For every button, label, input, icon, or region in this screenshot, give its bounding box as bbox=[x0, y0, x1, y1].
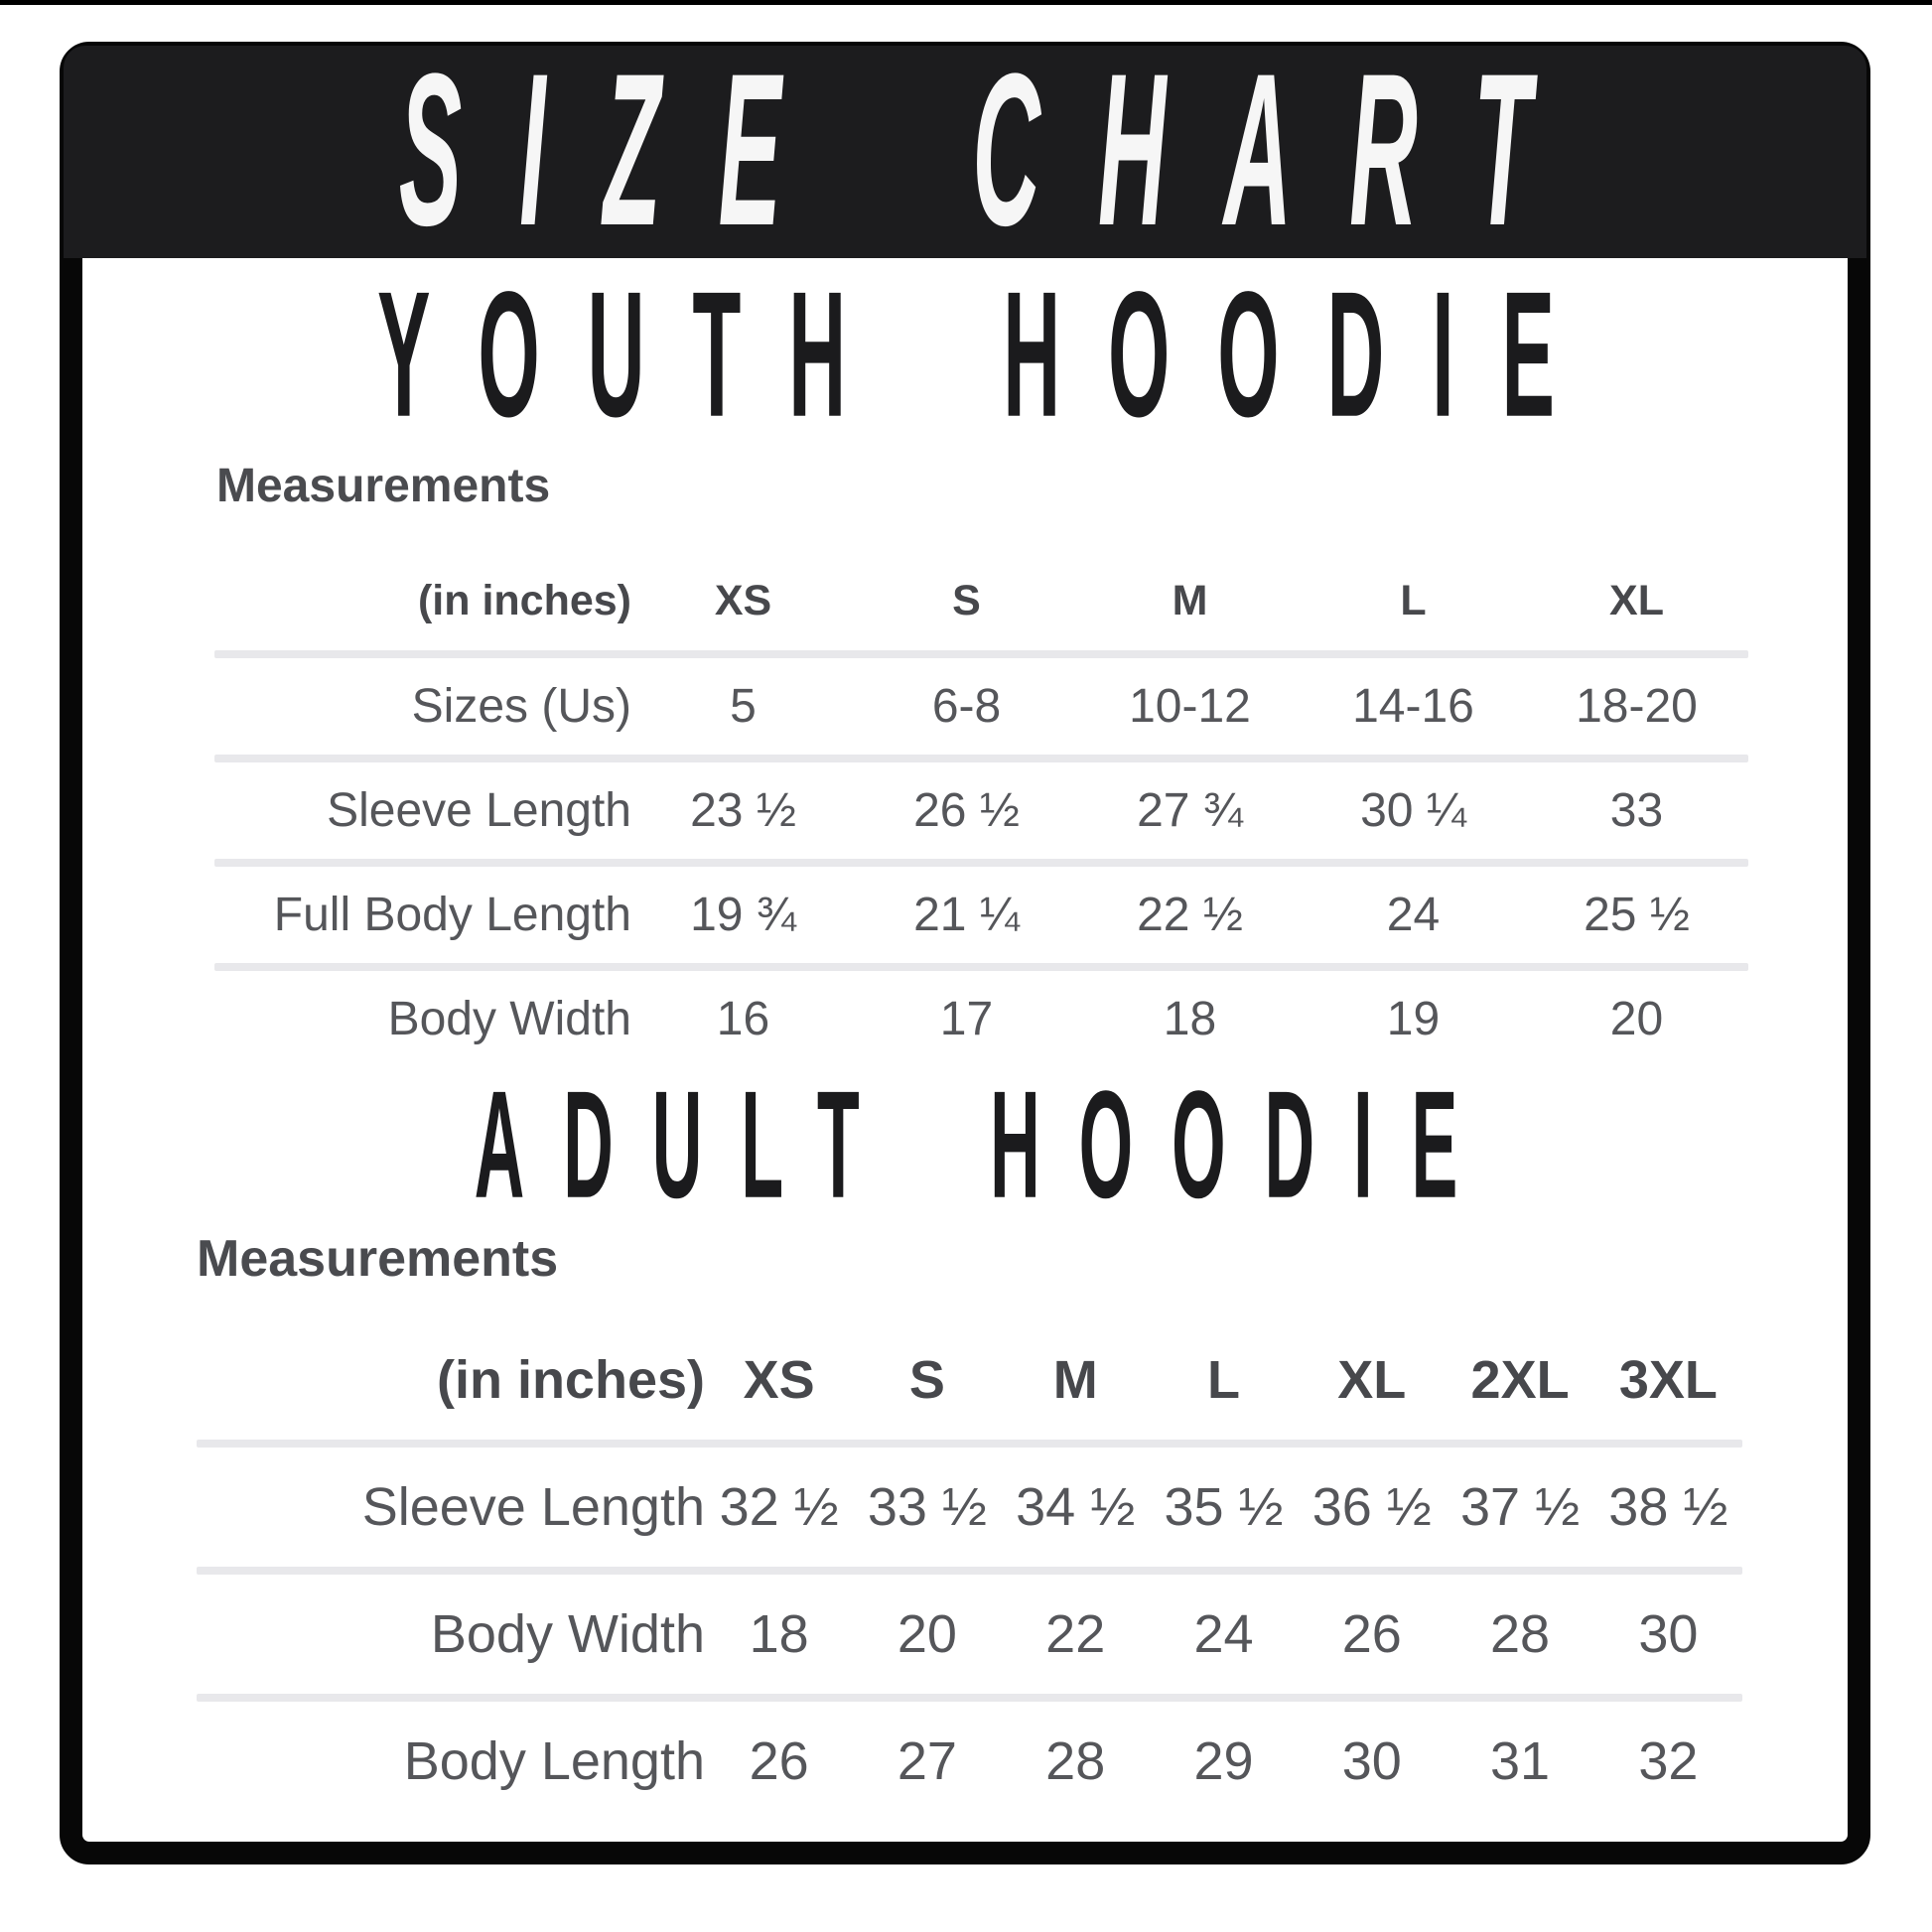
adult-measurement-value: 18 bbox=[749, 1604, 809, 1664]
youth-size-column-header: XL bbox=[1609, 576, 1664, 624]
adult-row-label: Sleeve Length bbox=[361, 1477, 705, 1537]
youth-measurement-value: 33 bbox=[1609, 784, 1664, 837]
youth-table-row: Full Body Length 19 ¾ 21 ¼ 22 ½ 24 25 ½ bbox=[214, 867, 1748, 963]
youth-section-heading: YOUTH HOODIE bbox=[0, 254, 1932, 453]
adult-measurement-value: 22 bbox=[1045, 1604, 1106, 1664]
adult-measurement-value: 26 bbox=[1341, 1604, 1402, 1664]
adult-measurement-value: 30 bbox=[1341, 1731, 1402, 1791]
youth-row-label: Body Width bbox=[387, 993, 631, 1045]
youth-measurement-value: 17 bbox=[939, 993, 994, 1045]
youth-row-label: Sizes (Us) bbox=[411, 680, 631, 733]
adult-measurement-value: 35 ½ bbox=[1164, 1477, 1284, 1537]
youth-size-column-header: M bbox=[1172, 576, 1208, 624]
youth-table-row: Body Width 16 17 18 19 20 bbox=[214, 971, 1748, 1067]
youth-row-label: Sleeve Length bbox=[327, 784, 631, 837]
adult-measurement-value: 36 ½ bbox=[1311, 1477, 1432, 1537]
youth-measurement-value: 18-20 bbox=[1576, 680, 1698, 733]
header-band: SIZE CHART bbox=[64, 30, 1866, 272]
youth-size-table: (in inches) XS S M L XL Sizes (Us) 5 6-8 10-12 14-… bbox=[214, 551, 1748, 1067]
adult-table-row: Body Length 26 27 28 29 30 31 32 bbox=[197, 1702, 1742, 1821]
page-title: SIZE CHART bbox=[398, 29, 1589, 272]
youth-measurement-value: 10-12 bbox=[1129, 680, 1251, 733]
youth-unit-label: (in inches) bbox=[417, 576, 631, 624]
table-separator-line bbox=[214, 650, 1748, 658]
adult-unit-label: (in inches) bbox=[436, 1350, 705, 1410]
adult-table-header-row: (in inches) XS S M L XL 2XL 3XL bbox=[197, 1320, 1742, 1440]
adult-size-column-header: XL bbox=[1337, 1350, 1407, 1410]
adult-measurement-value: 28 bbox=[1045, 1731, 1106, 1791]
adult-measurement-value: 38 ½ bbox=[1608, 1477, 1728, 1537]
youth-measurement-value: 24 bbox=[1386, 889, 1441, 941]
adult-measurement-value: 20 bbox=[897, 1604, 957, 1664]
youth-row-label: Full Body Length bbox=[273, 889, 631, 941]
adult-table-row: Body Width 18 20 22 24 26 28 30 bbox=[197, 1575, 1742, 1694]
adult-measurement-value: 34 ½ bbox=[1016, 1477, 1136, 1537]
adult-size-column-header: M bbox=[1052, 1350, 1098, 1410]
adult-size-column-header: XS bbox=[743, 1350, 815, 1410]
youth-measurement-value: 30 ¼ bbox=[1360, 784, 1466, 837]
adult-size-column-header: S bbox=[908, 1350, 945, 1410]
adult-size-column-header: 3XL bbox=[1618, 1350, 1718, 1410]
adult-section-heading: ADULT HOODIE bbox=[0, 1059, 1932, 1230]
adult-measurement-value: 32 ½ bbox=[719, 1477, 839, 1537]
chart-frame-border bbox=[60, 42, 1870, 1864]
youth-measurement-value: 21 ¼ bbox=[913, 889, 1020, 941]
adult-measurements-label: Measurements bbox=[197, 1230, 559, 1288]
table-separator-line bbox=[197, 1440, 1742, 1448]
adult-row-label: Body Width bbox=[430, 1604, 705, 1664]
youth-measurement-value: 16 bbox=[716, 993, 770, 1045]
adult-table-row: Sleeve Length 32 ½ 33 ½ 34 ½ 35 ½ 36 ½ 37 ½ 38 … bbox=[197, 1448, 1742, 1567]
adult-measurement-value: 28 bbox=[1490, 1604, 1551, 1664]
adult-row-label: Body Length bbox=[403, 1731, 705, 1791]
adult-size-table: (in inches) XS S M L XL 2XL 3XL Sleeve Length 32 … bbox=[197, 1320, 1742, 1821]
youth-measurement-value: 20 bbox=[1609, 993, 1664, 1045]
youth-hoodie-title: YOUTH HOODIE bbox=[377, 254, 1602, 454]
table-separator-line bbox=[214, 963, 1748, 971]
youth-measurement-value: 5 bbox=[730, 680, 757, 733]
youth-size-column-header: L bbox=[1400, 576, 1427, 624]
youth-size-column-header: S bbox=[952, 576, 981, 624]
adult-size-column-header: 2XL bbox=[1470, 1350, 1570, 1410]
youth-measurement-value: 19 ¾ bbox=[690, 889, 796, 941]
adult-hoodie-title: ADULT HOODIE bbox=[474, 1058, 1497, 1230]
youth-table-row: Sleeve Length 23 ½ 26 ½ 27 ¾ 30 ¼ 33 bbox=[214, 762, 1748, 859]
adult-measurement-value: 26 bbox=[749, 1731, 809, 1791]
youth-size-column-header: XS bbox=[714, 576, 772, 624]
table-separator-line bbox=[197, 1694, 1742, 1702]
youth-measurement-value: 27 ¾ bbox=[1137, 784, 1243, 837]
youth-measurements-label: Measurements bbox=[216, 460, 551, 512]
adult-measurement-value: 24 bbox=[1193, 1604, 1254, 1664]
youth-table-row: Sizes (Us) 5 6-8 10-12 14-16 18-20 bbox=[214, 658, 1748, 755]
adult-measurement-value: 32 bbox=[1638, 1731, 1699, 1791]
youth-measurement-value: 6-8 bbox=[931, 680, 1002, 733]
youth-measurement-value: 26 ½ bbox=[913, 784, 1020, 837]
adult-measurement-value: 30 bbox=[1638, 1604, 1699, 1664]
adult-measurement-value: 37 ½ bbox=[1460, 1477, 1581, 1537]
youth-measurement-value: 25 ½ bbox=[1584, 889, 1690, 941]
youth-measurement-value: 23 ½ bbox=[690, 784, 796, 837]
youth-table-header-row: (in inches) XS S M L XL bbox=[214, 551, 1748, 650]
youth-measurement-value: 14-16 bbox=[1352, 680, 1474, 733]
adult-measurement-value: 29 bbox=[1193, 1731, 1254, 1791]
table-separator-line bbox=[197, 1567, 1742, 1575]
adult-measurement-value: 33 ½ bbox=[867, 1477, 987, 1537]
top-edge-line bbox=[0, 0, 1932, 5]
youth-measurement-value: 18 bbox=[1163, 993, 1217, 1045]
youth-measurement-value: 22 ½ bbox=[1137, 889, 1243, 941]
table-separator-line bbox=[214, 859, 1748, 867]
youth-measurement-value: 19 bbox=[1386, 993, 1441, 1045]
table-separator-line bbox=[214, 755, 1748, 762]
adult-size-column-header: L bbox=[1206, 1350, 1240, 1410]
adult-measurement-value: 31 bbox=[1490, 1731, 1551, 1791]
adult-measurement-value: 27 bbox=[897, 1731, 957, 1791]
